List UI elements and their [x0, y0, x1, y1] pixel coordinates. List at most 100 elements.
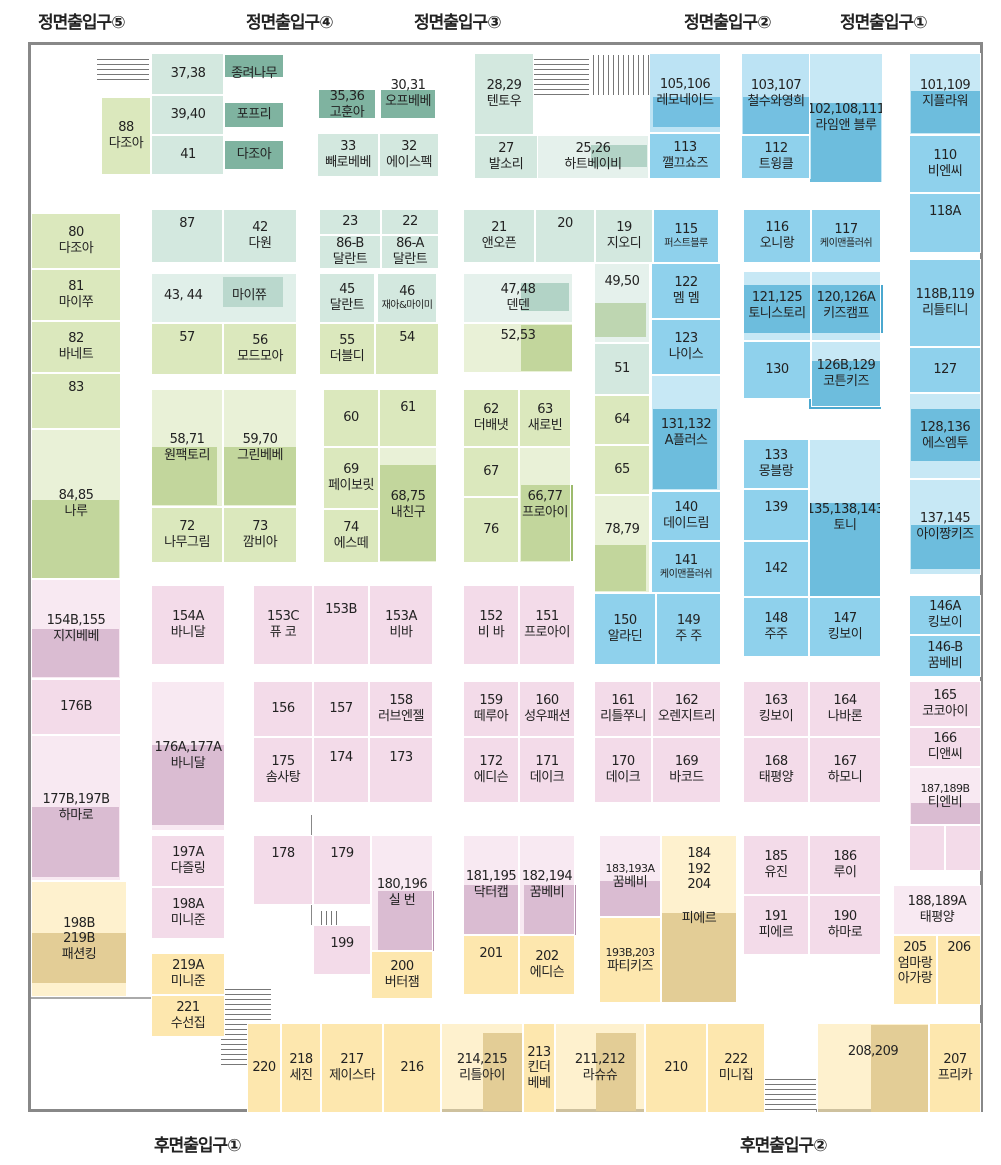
store[interactable]: 127	[909, 347, 981, 393]
store[interactable]: 140 데이드림	[651, 491, 721, 541]
store[interactable]: 185 유진	[743, 835, 809, 895]
store[interactable]: 68,75 내친구	[379, 447, 437, 563]
store[interactable]: 128,136 에스엠투	[909, 393, 981, 479]
store[interactable]: 61	[379, 389, 437, 447]
store[interactable]: 200 버터잼	[371, 951, 433, 999]
store[interactable]: 86-B 달란트	[319, 235, 381, 269]
store[interactable]: 117 케이맨플러쉬	[811, 209, 881, 263]
store[interactable]: 118B,119 리틀티니	[909, 259, 981, 347]
store[interactable]: 78,79	[594, 495, 650, 593]
store[interactable]: 131,132 A플러스	[651, 375, 721, 491]
store[interactable]: 19 지오디	[595, 209, 653, 263]
store[interactable]: 184 192 204 피에르	[661, 835, 737, 1003]
store[interactable]: 32 에이스펙	[379, 133, 439, 177]
store[interactable]: 198A 미니준	[151, 887, 225, 939]
store[interactable]: 113 깰끄쇼즈	[649, 133, 721, 179]
store[interactable]: 210	[645, 1023, 707, 1113]
store[interactable]: 41	[151, 135, 225, 175]
store[interactable]: 81 마이쭈	[31, 269, 121, 321]
store[interactable]: 116 오니랑	[743, 209, 811, 263]
store[interactable]: 221 수선집	[151, 995, 225, 1037]
store[interactable]: 211,212 라슈슈	[555, 1023, 645, 1113]
store[interactable]: 151 프로아이	[519, 585, 575, 665]
store[interactable]: 103,107 철수와영희	[741, 53, 811, 135]
store[interactable]: 39,40	[151, 95, 225, 135]
store[interactable]: 83	[31, 373, 121, 429]
store[interactable]: 153A 비바	[369, 585, 433, 665]
store[interactable]: 163 킹보이	[743, 681, 809, 737]
store[interactable]: 176A,177A 바니달	[151, 681, 225, 831]
store[interactable]: 20	[535, 209, 595, 263]
store[interactable]: 182,194 꿈베비	[519, 835, 575, 935]
store[interactable]: 23	[319, 209, 381, 235]
store[interactable]: 27 발소리	[474, 135, 538, 179]
store[interactable]: 110 비엔씨	[909, 135, 981, 193]
store[interactable]: 105,106 레모네이드	[649, 53, 721, 133]
store[interactable]: 218 세진	[281, 1023, 321, 1113]
store[interactable]: 202 에디슨	[519, 935, 575, 995]
store[interactable]: 142	[743, 541, 809, 597]
store[interactable]: 86-A 달란트	[381, 235, 439, 269]
store[interactable]: 181,195 닥터캡	[463, 835, 519, 935]
store[interactable]: 56 모드모아	[223, 323, 297, 375]
store[interactable]: 208,209	[817, 1023, 929, 1113]
store[interactable]: 205 엄마랑아가랑	[893, 935, 937, 1005]
store[interactable]: 63 새로빈	[519, 389, 571, 447]
store[interactable]: 171 데이크	[519, 737, 575, 803]
store[interactable]: 69 페이보릿	[323, 447, 379, 509]
store[interactable]: 206	[937, 935, 981, 1005]
store[interactable]: 84,85 나루	[31, 429, 121, 579]
store[interactable]: 214,215 리틀아이	[441, 1023, 523, 1113]
store[interactable]: 62 더배냇	[463, 389, 519, 447]
store[interactable]: 72 나무그림	[151, 507, 223, 563]
store[interactable]: 222 미니집	[707, 1023, 765, 1113]
store[interactable]: 47,48 덴덴	[463, 273, 573, 323]
store[interactable]: 220	[247, 1023, 281, 1113]
store[interactable]: 172 에디슨	[463, 737, 519, 803]
store[interactable]: 168 태평양	[743, 737, 809, 803]
store[interactable]: 183,193A 꿈베비	[599, 835, 661, 917]
store[interactable]: 57	[151, 323, 223, 375]
store[interactable]: 49,50	[594, 263, 650, 343]
store[interactable]: 175 솜사탕	[253, 737, 313, 803]
store[interactable]: 177B,197B 하마로	[31, 735, 121, 881]
store[interactable]: 162 오렌지트리	[652, 681, 721, 737]
store[interactable]: 219A 미니준	[151, 953, 225, 995]
store[interactable]: 166 디앤씨	[909, 727, 981, 767]
store[interactable]: 146A 킹보이	[909, 595, 981, 635]
store[interactable]: 118A	[909, 193, 981, 253]
store[interactable]: 160 성우패션	[519, 681, 575, 737]
store[interactable]: 147 킹보이	[809, 597, 881, 657]
store[interactable]: 73 깜비아	[223, 507, 297, 563]
store[interactable]: 164 나바론	[809, 681, 881, 737]
store[interactable]: 148 주주	[743, 597, 809, 657]
store[interactable]: 137,145 아이짱키즈	[909, 479, 981, 575]
store[interactable]: 193B,203 파티키즈	[599, 917, 661, 1003]
store[interactable]: 66,77 프로아이	[519, 447, 571, 563]
store[interactable]: 65	[594, 445, 650, 495]
store[interactable]: 152 비 바	[463, 585, 519, 665]
store[interactable]: 174	[313, 737, 369, 803]
store[interactable]: 153B	[313, 585, 369, 665]
store[interactable]: 54	[375, 323, 439, 375]
store[interactable]: 188,189A 태평양	[893, 885, 981, 935]
store[interactable]: 186 루이	[809, 835, 881, 895]
store[interactable]: 74 에스떼	[323, 509, 379, 563]
store[interactable]: 22	[381, 209, 439, 235]
store[interactable]: 153C 퓨 코	[253, 585, 313, 665]
store[interactable]: 156	[253, 681, 313, 737]
store[interactable]: 173	[369, 737, 433, 803]
store[interactable]: 133 몽블랑	[743, 439, 809, 489]
store[interactable]: 139	[743, 489, 809, 541]
store[interactable]: 126B,129 코튼키즈	[811, 341, 881, 407]
store[interactable]: 37,38	[151, 53, 225, 95]
store[interactable]: 191 피에르	[743, 895, 809, 955]
store[interactable]: 102,108,111 라임앤 블루	[809, 53, 883, 183]
store[interactable]: 201	[463, 935, 519, 995]
store[interactable]: 198B 219B 패션킹	[31, 881, 127, 997]
store[interactable]: 170 데이크	[594, 737, 652, 803]
store[interactable]: 146-B 꿈베비	[909, 635, 981, 677]
store[interactable]: 159 떼루아	[463, 681, 519, 737]
store[interactable]: 21 앤오픈	[463, 209, 535, 263]
store[interactable]: 55 더블디	[319, 323, 375, 375]
